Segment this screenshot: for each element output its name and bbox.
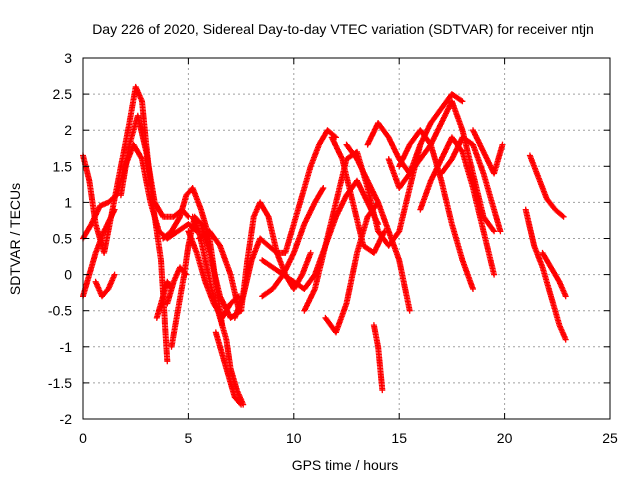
series-arc5 [117,112,192,220]
series-arc15 [238,199,314,314]
series-markers [117,112,192,220]
series-markers [470,127,506,177]
series-markers [212,329,245,408]
x-tick-label: 20 [497,430,513,446]
series-arc22 [370,322,386,394]
series-markers [438,134,504,235]
axis-ticks [82,57,611,420]
series-arc16 [259,185,327,300]
series-markers [153,278,175,321]
series-arc29 [526,152,567,220]
x-tick-label: 5 [185,430,193,446]
series-arc30 [522,206,569,343]
y-tick-labels: -2 -1.5 -1 -0.5 0 0.5 1 1.5 2 2.5 3 [48,50,72,427]
y-tick-label: 2 [64,122,72,138]
y-tick-label: 2.5 [53,86,73,102]
series-markers [328,134,388,256]
series-markers [343,141,413,314]
data-points [80,83,569,408]
series-markers [522,206,569,343]
y-tick-label: -1 [60,339,73,355]
series-arc26 [417,134,498,278]
series-markers [92,271,118,300]
series-arc23 [364,98,498,235]
x-tick-label: 10 [286,430,302,446]
series-arc20 [328,134,388,256]
series-markers [417,134,498,278]
series-markers [301,141,424,314]
y-tick-label: 1 [64,194,72,210]
series-arc14 [231,127,339,321]
y-tick-label: 0.5 [53,231,73,247]
y-tick-label: -2 [60,411,73,427]
series-arc27 [438,134,504,235]
series-arc19 [322,199,382,336]
series-arc7 [153,278,175,321]
series-markers [526,152,567,220]
series-markers [238,199,314,314]
series-arc12 [212,329,245,408]
series-arc25 [396,127,476,292]
series-arc13 [195,228,242,314]
series-arc24 [385,91,466,191]
series-markers [195,228,242,314]
series-markers [370,322,386,394]
series-markers [539,249,569,300]
y-tick-label: 1.5 [53,158,73,174]
x-tick-label: 0 [79,430,87,446]
series-markers [259,185,327,300]
series-arc4 [92,271,118,300]
x-axis-label: GPS time / hours [292,457,399,473]
x-tick-label: 15 [391,430,407,446]
series-arc21 [343,141,413,314]
series-markers [385,91,466,191]
x-tick-label: 25 [602,430,618,446]
y-tick-label: -0.5 [48,303,72,319]
series-markers [396,127,476,292]
y-tick-label: -1.5 [48,375,72,391]
y-tick-label: 3 [64,50,72,66]
series-markers [364,98,498,235]
y-axis-label: SDTVAR / TECUs [7,183,23,295]
series-arc31 [539,249,569,300]
series-arc18 [301,141,424,314]
series-markers [322,199,382,336]
series-arc28 [470,127,506,177]
x-tick-labels: 0 5 10 15 20 25 [79,430,618,446]
y-tick-label: 0 [64,267,72,283]
chart-title: Day 226 of 2020, Sidereal Day-to-day VTE… [92,21,594,37]
series-markers [231,127,339,321]
